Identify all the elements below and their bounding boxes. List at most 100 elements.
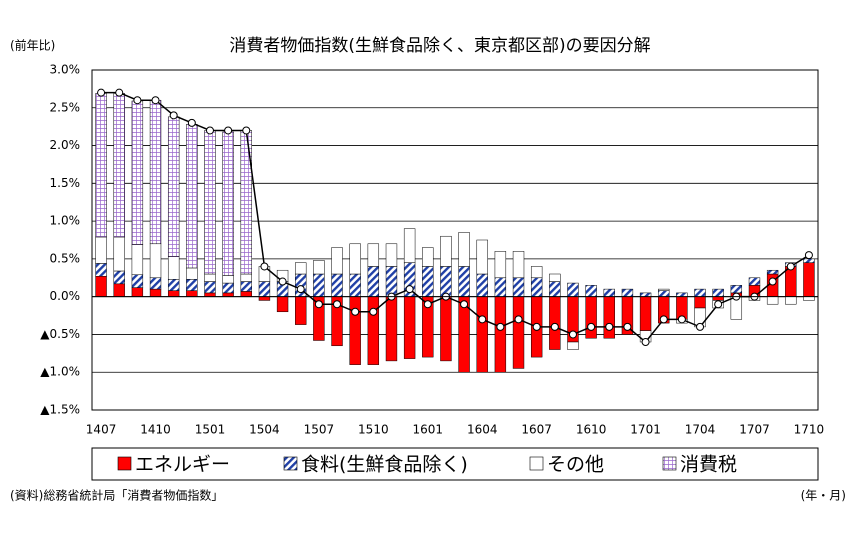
bar-segment bbox=[476, 273, 488, 297]
line-marker bbox=[133, 96, 142, 105]
bar-segment bbox=[349, 273, 361, 297]
bar-segment bbox=[313, 260, 325, 275]
bar-segment bbox=[95, 276, 107, 297]
line-marker bbox=[659, 315, 668, 324]
bar-segment bbox=[186, 279, 198, 291]
bar-segment bbox=[440, 235, 452, 267]
bar-segment bbox=[222, 282, 234, 294]
y-tick-label: 1.5% bbox=[50, 176, 81, 190]
bar-segment bbox=[240, 273, 252, 282]
bar-segment bbox=[240, 281, 252, 292]
bar-segment bbox=[585, 296, 597, 339]
bar-segment bbox=[186, 124, 198, 269]
legend-label: 消費税 bbox=[680, 454, 737, 476]
bar-segment bbox=[95, 263, 107, 277]
y-tick-label: 0.0% bbox=[50, 289, 81, 303]
legend-label: エネルギー bbox=[135, 454, 230, 476]
line-marker bbox=[369, 307, 378, 316]
line-marker bbox=[314, 300, 323, 309]
bar-segment bbox=[530, 266, 543, 279]
bar-segment bbox=[95, 236, 107, 264]
bar-segment bbox=[276, 296, 289, 313]
bar-segment bbox=[694, 288, 706, 297]
x-tick-label: 1507 bbox=[304, 423, 335, 437]
line-marker bbox=[296, 285, 305, 294]
x-unit-label: (年・月) bbox=[801, 489, 846, 503]
bar-segment bbox=[258, 296, 271, 301]
line-marker bbox=[478, 315, 487, 324]
bar-segment bbox=[785, 296, 797, 305]
bar-segment bbox=[458, 266, 470, 297]
bar-segment bbox=[95, 93, 107, 238]
bar-segment bbox=[167, 290, 180, 297]
bar-segment bbox=[712, 296, 724, 301]
bar-segment bbox=[567, 341, 579, 350]
bar-segment bbox=[494, 296, 507, 373]
bar-segment bbox=[149, 277, 162, 290]
y-tick-label: ▲1.5% bbox=[40, 403, 80, 417]
bar-segment bbox=[367, 243, 380, 267]
line-marker bbox=[496, 322, 505, 331]
line-marker bbox=[242, 126, 251, 135]
line-marker bbox=[151, 96, 160, 105]
bar-segment bbox=[313, 273, 325, 297]
y-tick-label: 2.5% bbox=[50, 100, 81, 114]
bar-segment bbox=[530, 277, 543, 297]
bar-segment bbox=[676, 292, 688, 297]
bar-segment bbox=[167, 279, 180, 291]
legend-label: その他 bbox=[547, 454, 604, 476]
x-tick-label: 1501 bbox=[195, 423, 226, 437]
bar-segment bbox=[803, 258, 815, 263]
x-tick-label: 1604 bbox=[467, 423, 498, 437]
x-tick-label: 1707 bbox=[739, 423, 770, 437]
legend-label: 食料(生鮮食品除く) bbox=[301, 454, 468, 476]
bar-segment bbox=[712, 288, 724, 297]
bar-segment bbox=[240, 291, 252, 297]
line-marker bbox=[786, 262, 795, 271]
line-marker bbox=[677, 315, 686, 324]
legend-swatch bbox=[529, 456, 544, 471]
x-tick-label: 1601 bbox=[413, 423, 444, 437]
bar-segment bbox=[186, 290, 198, 297]
line-marker bbox=[423, 300, 432, 309]
bar-segment bbox=[785, 266, 797, 297]
bar-segment bbox=[603, 296, 615, 339]
bar-segment bbox=[440, 296, 452, 362]
line-marker bbox=[641, 338, 650, 346]
line-marker bbox=[768, 277, 777, 286]
bar-segment bbox=[458, 232, 470, 267]
bar-segment bbox=[730, 285, 743, 294]
bar-segment bbox=[766, 269, 779, 275]
bar-segment bbox=[204, 130, 216, 275]
bar-segment bbox=[549, 281, 561, 297]
bar-segment bbox=[222, 275, 234, 284]
bar-segment bbox=[295, 296, 307, 325]
x-tick-label: 1704 bbox=[685, 423, 716, 437]
bar-segment bbox=[204, 273, 216, 282]
bar-segment bbox=[385, 266, 398, 297]
line-marker bbox=[568, 330, 577, 339]
line-marker bbox=[460, 300, 469, 309]
bar-segment bbox=[658, 288, 670, 291]
y-unit-label: (前年比) bbox=[10, 38, 55, 53]
bar-segment bbox=[403, 228, 416, 263]
y-tick-label: 0.5% bbox=[50, 251, 81, 265]
line-marker bbox=[405, 285, 414, 294]
x-tick-label: 1701 bbox=[630, 423, 661, 437]
plot-border bbox=[91, 69, 819, 411]
bar-segment bbox=[131, 100, 144, 245]
bar-segment bbox=[149, 288, 162, 297]
bar-segment bbox=[803, 262, 815, 297]
line-marker bbox=[224, 126, 233, 135]
bar-segment bbox=[639, 296, 652, 331]
bar-segment bbox=[331, 247, 343, 275]
x-tick-label: 1710 bbox=[794, 423, 825, 437]
line-marker bbox=[804, 251, 813, 260]
bar-segment bbox=[222, 131, 234, 276]
bar-segment bbox=[567, 282, 579, 297]
legend-box bbox=[91, 447, 819, 481]
x-tick-label: 1610 bbox=[576, 423, 607, 437]
bar-segment bbox=[349, 243, 361, 275]
